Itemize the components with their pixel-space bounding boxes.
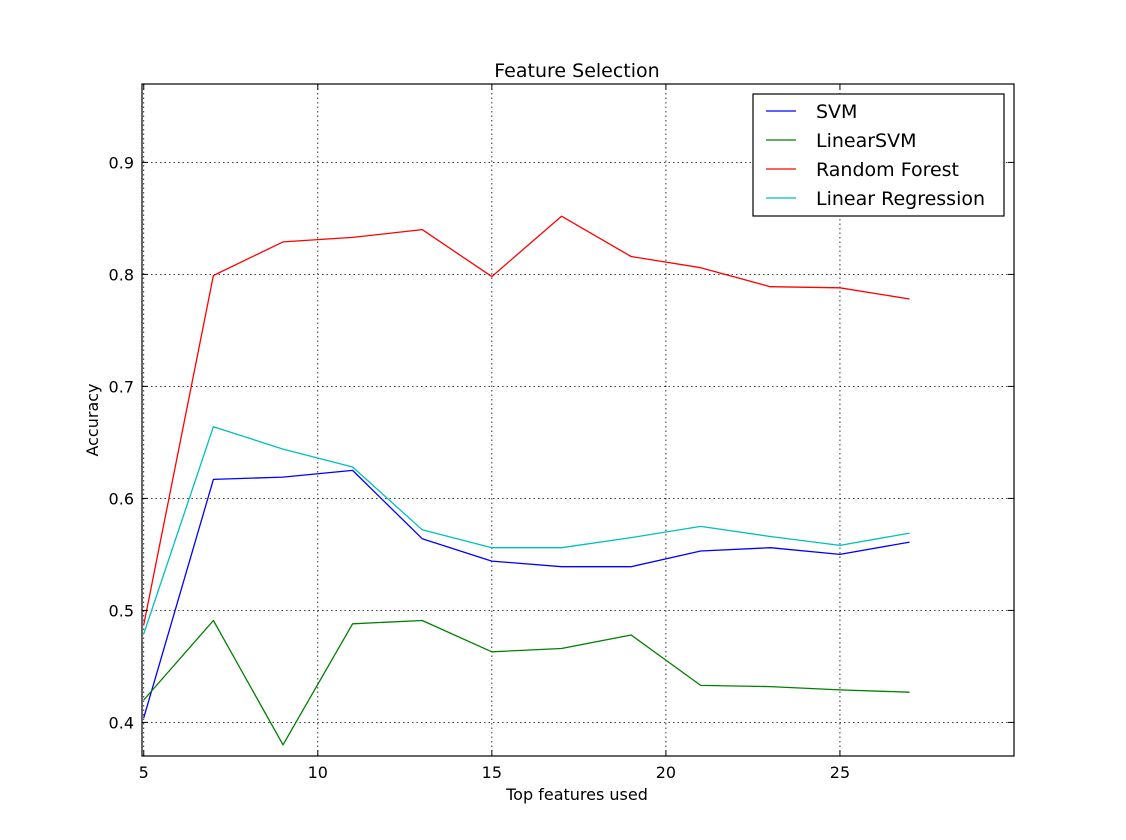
series-line-svm bbox=[143, 469, 910, 719]
series-lines bbox=[143, 215, 910, 746]
x-tick-label: 5 bbox=[139, 763, 149, 782]
x-tick-label: 25 bbox=[830, 763, 850, 782]
axis-ticks: 5 10 15 20 25 0.4 0.5 0.6 0.7 0.8 0.9 bbox=[109, 84, 1014, 782]
series-line-linearsvm bbox=[143, 619, 910, 746]
series-line-random-forest bbox=[143, 215, 910, 626]
y-tick-label: 0.6 bbox=[109, 489, 134, 508]
x-tick-label: 10 bbox=[308, 763, 328, 782]
y-axis-label: Accuracy bbox=[83, 383, 102, 456]
x-axis-label: Top features used bbox=[505, 785, 648, 804]
y-tick-label: 0.5 bbox=[109, 601, 134, 620]
legend: SVM LinearSVM Random Forest Linear Regressi… bbox=[752, 93, 1005, 217]
y-tick-label: 0.7 bbox=[109, 377, 134, 396]
series-line-linear-regression bbox=[143, 426, 910, 635]
x-tick-label: 15 bbox=[482, 763, 502, 782]
y-tick-label: 0.8 bbox=[109, 265, 134, 284]
legend-label-svm: SVM bbox=[816, 101, 857, 123]
chart-title: Feature Selection bbox=[494, 60, 659, 82]
legend-label-linear-regression: Linear Regression bbox=[816, 188, 985, 210]
grid bbox=[142, 84, 1014, 756]
legend-label-random-forest: Random Forest bbox=[816, 159, 959, 181]
legend-box bbox=[752, 93, 1005, 217]
x-tick-label: 20 bbox=[656, 763, 676, 782]
y-tick-label: 0.4 bbox=[109, 713, 134, 732]
y-tick-label: 0.9 bbox=[109, 153, 134, 172]
legend-label-linearsvm: LinearSVM bbox=[816, 130, 917, 152]
plot-frame bbox=[141, 83, 1015, 757]
